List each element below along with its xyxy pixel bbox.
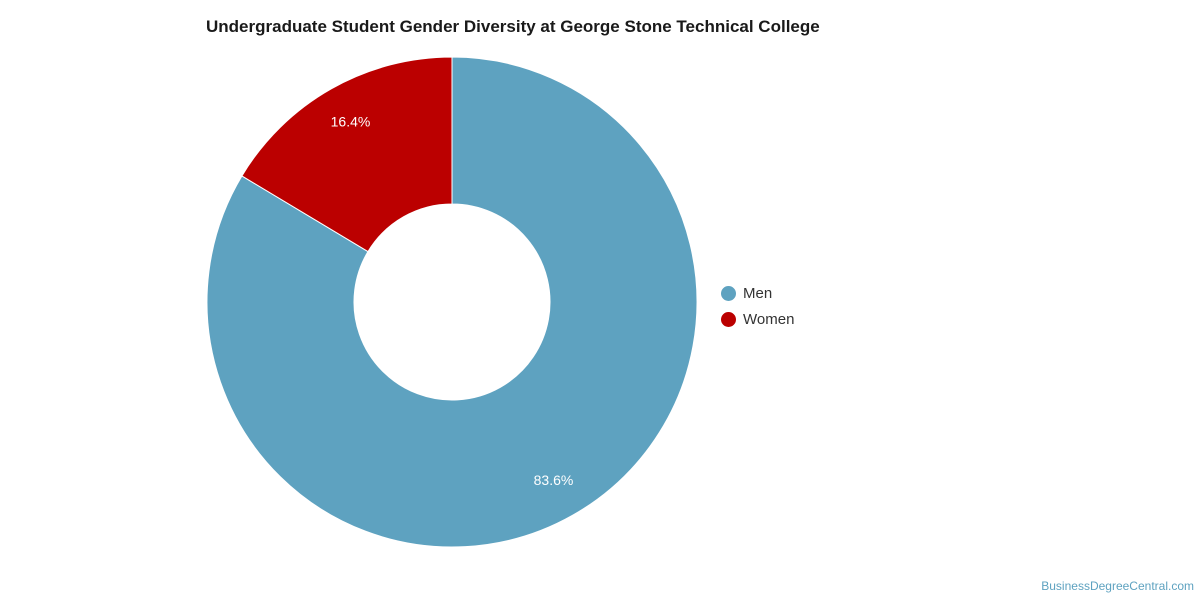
legend-swatch-men — [721, 285, 736, 301]
legend-swatch-women — [721, 311, 736, 327]
legend-label-men: Men — [743, 284, 773, 302]
legend-item-women[interactable]: Women — [721, 306, 794, 332]
data-label-men: 83.6% — [534, 472, 574, 488]
legend: Men Women — [721, 280, 794, 332]
chart-title: Undergraduate Student Gender Diversity a… — [206, 17, 820, 36]
legend-item-men[interactable]: Men — [721, 280, 794, 306]
slice-men[interactable] — [206, 56, 698, 548]
data-label-women: 16.4% — [331, 113, 371, 129]
source-watermark[interactable]: BusinessDegreeCentral.com — [1041, 579, 1194, 593]
legend-label-women: Women — [743, 310, 795, 328]
slice-women[interactable] — [241, 56, 453, 253]
